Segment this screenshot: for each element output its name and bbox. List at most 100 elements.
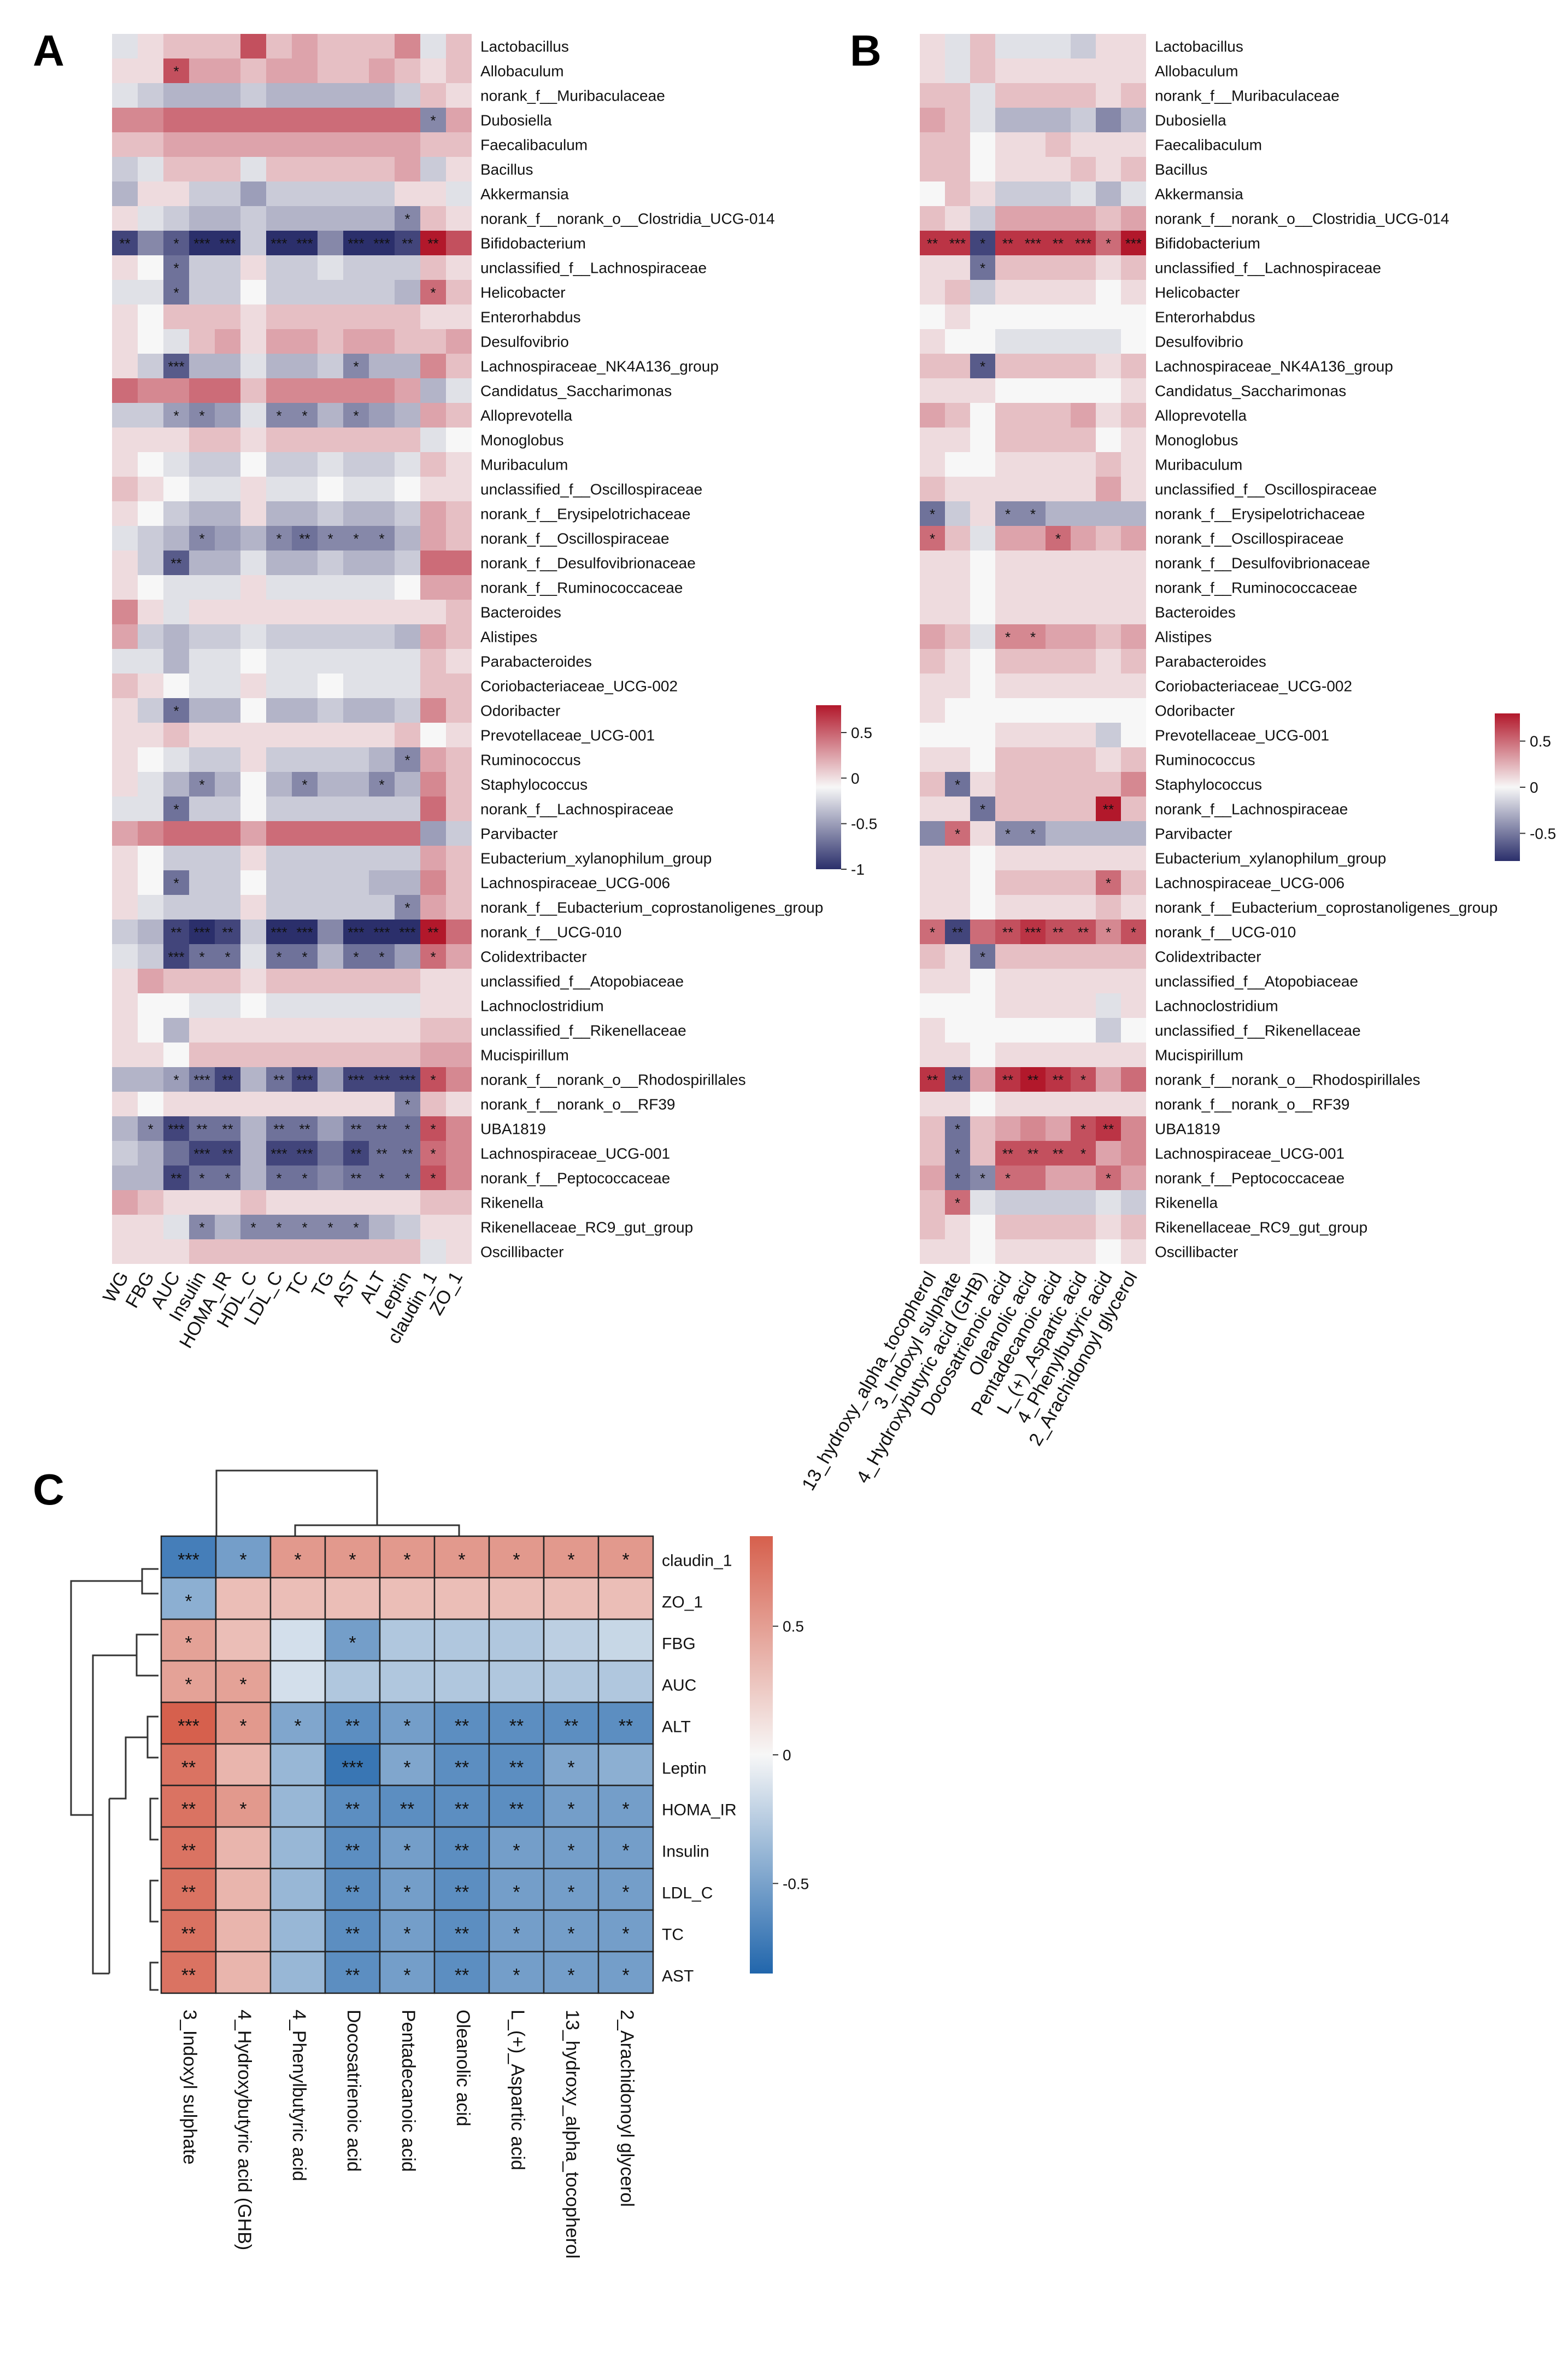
- heatmap-cell: [112, 1043, 138, 1067]
- heatmap-cell: [189, 895, 215, 920]
- heatmap-cell: [138, 575, 163, 600]
- heatmap-cell: [1020, 895, 1046, 920]
- significance-mark: **: [222, 1145, 233, 1162]
- heatmap-cell: [1096, 354, 1121, 378]
- heatmap-cell: [446, 1166, 472, 1190]
- heatmap-cell: [163, 206, 189, 231]
- panel-b-heatmap: ** *** * ** *** ** *** * ****** * ** ** *** *** * *** **…: [798, 34, 1556, 1494]
- heatmap-cell: [163, 821, 189, 846]
- row-label: Allobaculum: [1155, 62, 1238, 79]
- heatmap-cell: [215, 600, 240, 624]
- heatmap-cell: [446, 649, 472, 674]
- heatmap-cell: [215, 181, 240, 206]
- heatmap-cell: [163, 747, 189, 772]
- heatmap-cell: [970, 969, 995, 993]
- row-label: claudin_1: [662, 1552, 732, 1570]
- heatmap-cell: [1046, 181, 1071, 206]
- heatmap-cell: [1020, 108, 1046, 132]
- heatmap-cell: [995, 108, 1020, 132]
- heatmap-cell: [920, 477, 945, 501]
- heatmap-cell: [240, 1215, 266, 1239]
- heatmap-cell: [138, 132, 163, 157]
- heatmap-cell: [1096, 674, 1121, 698]
- heatmap-cell: [138, 920, 163, 944]
- heatmap-cell: [1071, 58, 1096, 83]
- heatmap-cell: [112, 993, 138, 1018]
- row-label: Enterorhabdus: [480, 308, 581, 325]
- heatmap-cell: [318, 772, 343, 797]
- heatmap-cell: [1020, 477, 1046, 501]
- heatmap-cell: [1096, 206, 1121, 231]
- heatmap-cell: [1071, 206, 1096, 231]
- row-label: Bifidobacterium: [1155, 235, 1260, 251]
- heatmap-cell: [420, 1141, 446, 1166]
- heatmap-cell: [1096, 1215, 1121, 1239]
- heatmap-cell: [379, 1701, 436, 1745]
- significance-mark: *: [349, 1633, 356, 1654]
- heatmap-cell: [446, 452, 472, 477]
- significance-mark: **: [1103, 1121, 1114, 1137]
- heatmap-cell: [266, 1018, 292, 1043]
- heatmap-cell: [920, 1067, 945, 1092]
- heatmap-cell: [1071, 231, 1096, 255]
- heatmap-cell: [138, 34, 163, 58]
- heatmap-cell: [138, 1166, 163, 1190]
- row-label: Eubacterium_xylanophilum_group: [1155, 850, 1386, 866]
- heatmap-cell: [318, 698, 343, 723]
- heatmap-cell: [1121, 1018, 1146, 1043]
- significance-mark: **: [1078, 924, 1089, 940]
- heatmap-cell: [1046, 1239, 1071, 1264]
- heatmap-cell: [995, 231, 1020, 255]
- heatmap-cell: [920, 108, 945, 132]
- heatmap-cell: [1046, 870, 1071, 895]
- significance-mark: ***: [193, 924, 210, 940]
- heatmap-cell: [343, 428, 369, 452]
- heatmap-cell: [266, 157, 292, 181]
- heatmap-cell: [597, 1618, 654, 1662]
- row-label: Dubosiella: [1155, 112, 1226, 128]
- heatmap-cell: [112, 1067, 138, 1092]
- heatmap-cell: [266, 575, 292, 600]
- heatmap-cell: [920, 305, 945, 329]
- row-label: norank_f__Lachnospiraceae: [1155, 800, 1348, 817]
- heatmap-cell: [420, 132, 446, 157]
- heatmap-cell: [970, 526, 995, 551]
- heatmap-cell: [215, 723, 240, 747]
- legend-tick-label: 0.5: [1530, 733, 1551, 750]
- significance-mark: ***: [373, 235, 390, 251]
- heatmap-cell: [189, 58, 215, 83]
- heatmap-cell: [488, 1577, 545, 1620]
- heatmap-cell: [189, 575, 215, 600]
- heatmap-cell: [215, 305, 240, 329]
- heatmap-cell: [970, 1067, 995, 1092]
- significance-mark: **: [1027, 1145, 1038, 1162]
- heatmap-cell: [1121, 870, 1146, 895]
- heatmap-cell: [215, 452, 240, 477]
- heatmap-cell: [945, 181, 970, 206]
- row-label: Alloprevotella: [1155, 407, 1247, 424]
- heatmap-cell: [163, 846, 189, 870]
- significance-mark: **: [509, 1799, 524, 1820]
- heatmap-cell: [112, 157, 138, 181]
- heatmap-cell: [1020, 329, 1046, 354]
- significance-mark: **: [181, 1924, 196, 1945]
- heatmap-cell: [343, 1215, 369, 1239]
- heatmap-cell: [160, 1951, 217, 1994]
- legend-tick-label: -1: [851, 861, 865, 878]
- heatmap-cell: [189, 797, 215, 821]
- heatmap-cell: [995, 181, 1020, 206]
- row-label: Muribaculum: [1155, 456, 1242, 473]
- heatmap-cell: [189, 698, 215, 723]
- heatmap-cell: [163, 1166, 189, 1190]
- heatmap-cell: [163, 132, 189, 157]
- heatmap-cell: [343, 452, 369, 477]
- heatmap-cell: [1020, 1092, 1046, 1116]
- heatmap-cell: [920, 1215, 945, 1239]
- heatmap-cell: [1071, 181, 1096, 206]
- heatmap-cell: [1096, 1092, 1121, 1116]
- significance-mark: *: [199, 530, 204, 547]
- heatmap-cell: [1020, 1190, 1046, 1215]
- heatmap-cell: [1096, 1067, 1121, 1092]
- heatmap-cell: [163, 993, 189, 1018]
- row-label: norank_f__UCG-010: [1155, 923, 1296, 940]
